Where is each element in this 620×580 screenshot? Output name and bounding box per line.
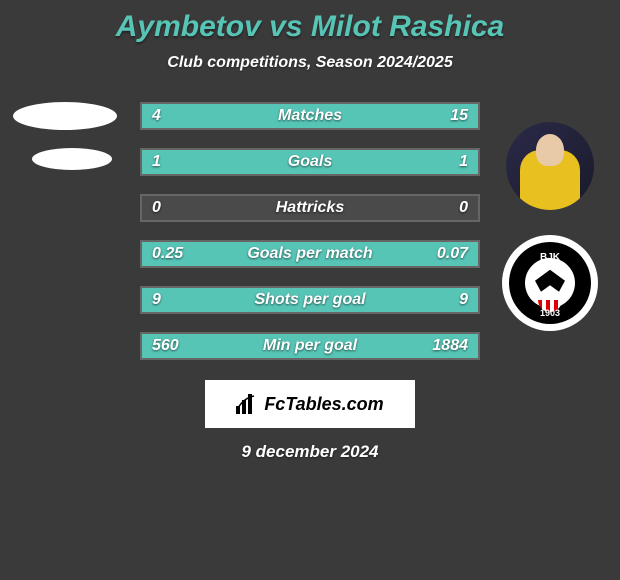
stat-row: 9Shots per goal9 xyxy=(140,286,480,314)
stat-label: Matches xyxy=(142,107,478,125)
stat-row: 1Goals1 xyxy=(140,148,480,176)
stat-row: 560Min per goal1884 xyxy=(140,332,480,360)
club-year: 1903 xyxy=(509,308,591,318)
brand-text: FcTables.com xyxy=(264,394,383,415)
page-subtitle: Club competitions, Season 2024/2025 xyxy=(0,54,620,72)
stat-label: Shots per goal xyxy=(142,291,478,309)
left-player-column xyxy=(5,102,125,170)
stat-label: Goals xyxy=(142,153,478,171)
stat-value-right: 15 xyxy=(450,107,468,125)
stat-label: Min per goal xyxy=(142,337,478,355)
club-badge-right: BJK 1903 xyxy=(502,235,598,331)
placeholder-club-left xyxy=(32,148,112,170)
brand-logo: FcTables.com xyxy=(205,380,415,428)
stat-label: Hattricks xyxy=(142,199,478,217)
comparison-bars: 4Matches15 1Goals1 0Hattricks0 0.25Goals pe… xyxy=(140,102,480,360)
stat-value-right: 9 xyxy=(459,291,468,309)
stat-label: Goals per match xyxy=(142,245,478,263)
placeholder-avatar-left xyxy=(13,102,117,130)
stat-value-right: 0 xyxy=(459,199,468,217)
stat-row: 0Hattricks0 xyxy=(140,194,480,222)
player-avatar-right xyxy=(506,122,594,210)
comparison-content: BJK 1903 4Matches15 1Goals1 0Hattricks0 0.2… xyxy=(0,102,620,360)
stat-row: 0.25Goals per match0.07 xyxy=(140,240,480,268)
right-player-column: BJK 1903 xyxy=(490,122,610,331)
stat-value-right: 0.07 xyxy=(437,245,468,263)
date-line: 9 december 2024 xyxy=(0,442,620,462)
stat-value-right: 1884 xyxy=(432,337,468,355)
page-title: Aymbetov vs Milot Rashica xyxy=(0,0,620,44)
stat-row: 4Matches15 xyxy=(140,102,480,130)
stat-value-right: 1 xyxy=(459,153,468,171)
chart-icon xyxy=(236,394,258,414)
